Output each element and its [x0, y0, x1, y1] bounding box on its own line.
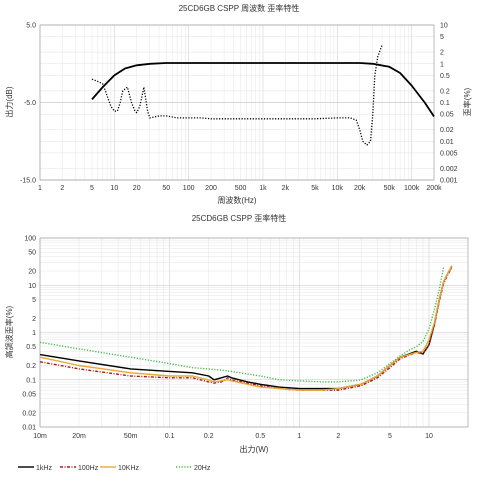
chart2-y-tick-label: 20 [28, 269, 36, 276]
chart1-x-tick-label: 20k [354, 185, 366, 192]
chart1-x-tick-label: 1k [259, 185, 267, 192]
chart1-series-group [91, 45, 435, 146]
chart1-x-tick-label: 20 [133, 185, 141, 192]
chart1-right-tick-label: 0.002 [440, 166, 458, 173]
chart1-right-tick-label: 5 [440, 34, 444, 41]
chart2-y-tick-label: 0.2 [26, 363, 36, 370]
chart2-legend: 1kHz 100Hz 10KHz 20Hz [18, 465, 211, 472]
chart2-x-tick-label: 0.2 [204, 433, 214, 440]
chart2-x-tick-label: 5 [388, 433, 392, 440]
chart2-grid [39, 237, 469, 428]
chart1-right-tick-label: 0.01 [440, 139, 454, 146]
chart1-x-tick-label: 10k [332, 185, 344, 192]
chart2-series-line-10khz [39, 265, 453, 391]
chart1-x-tick-label: 1 [38, 185, 42, 192]
chart1-x-tick-label: 100k [404, 185, 420, 192]
chart1-x-tick-label: 50 [162, 185, 170, 192]
chart1-right-tick-label: 0.1 [440, 100, 450, 107]
chart2-x-tick-label: 0.1 [165, 433, 175, 440]
chart2-y-tick-label: 0.1 [26, 377, 36, 384]
chart1-x-tick-label: 5 [90, 185, 94, 192]
chart2-y-tick-label: 10 [28, 283, 36, 290]
chart2-y-axis-label: 高調波歪率(%) [4, 305, 14, 358]
chart1-left-tick-label: -15.0 [20, 178, 36, 185]
chart1-title: 25CD6GB CSPP 周波数 歪率特性 [179, 3, 300, 13]
chart2-y-tick-label: 1 [32, 330, 36, 337]
chart1-x-tick-label: 2 [60, 185, 64, 192]
chart1-x-axis-label: 周波数(Hz) [217, 195, 256, 205]
chart1-x-tick-label: 500 [235, 185, 247, 192]
chart1-right-tick-labels: 10 5 2 1 0.5 0.2 0.1 0.05 0.02 0.01 0.005 0.002 0.00… [440, 23, 458, 185]
chart1-right-tick-label: 10 [440, 23, 448, 30]
chart1-distortion-line [91, 45, 383, 146]
chart1-right-tick-label: 0.02 [440, 127, 454, 134]
chart1-left-tick-labels: 5.0 -5.0 -15.0 [20, 23, 36, 185]
chart1-right-tick-label: 0.001 [440, 178, 458, 185]
chart2-legend-label: 1kHz [36, 465, 52, 472]
chart2-x-tick-label: 0.5 [255, 433, 265, 440]
chart1-right-axis-label: 歪率(%) [462, 87, 472, 116]
chart1-x-tick-label: 2k [282, 185, 290, 192]
chart2-y-tick-label: 0.05 [22, 391, 36, 398]
chart2-y-tick-label: 5 [32, 297, 36, 304]
chart1-x-tick-label: 100 [183, 185, 195, 192]
chart2-title: 25CD6GB CSPP 歪率特性 [192, 213, 287, 223]
chart2-y-tick-label: 100 [24, 236, 36, 243]
chart1-x-tick-label: 200k [426, 185, 442, 192]
chart1-response-line [91, 62, 435, 117]
chart1-right-tick-label: 2 [440, 50, 444, 57]
chart1-grid [39, 24, 435, 181]
chart2-y-tick-label: 2 [32, 316, 36, 323]
chart2-x-tick-label: 1 [297, 433, 301, 440]
chart1-right-tick-label: 0.5 [440, 73, 450, 80]
chart2-y-tick-labels: 100 50 20 10 5 2 1 0.5 0.2 0.1 0.05 0.02 0.01 [22, 236, 36, 432]
chart2-plot-frame [39, 237, 469, 428]
chart2-y-tick-label: 0.01 [22, 425, 36, 432]
chart2-x-tick-labels: 10m 20m 50m 0.1 0.2 0.5 1 2 5 10 [33, 433, 433, 440]
chart2-x-tick-label: 50m [124, 433, 138, 440]
frequency-distortion-chart: 25CD6GB CSPP 周波数 歪率特性 1 2 5 10 20 50 100 200 500… [4, 3, 472, 205]
chart2-y-tick-label: 50 [28, 250, 36, 257]
chart1-left-tick-label: -5.0 [24, 100, 36, 107]
chart2-x-tick-label: 10m [33, 433, 47, 440]
power-distortion-chart: 25CD6GB CSPP 歪率特性 10m 20m 50m 0.1 0.2 0.5 1 2 5 1… [4, 213, 469, 472]
chart2-x-tick-label: 20m [72, 433, 86, 440]
chart1-right-tick-label: 0.05 [440, 112, 454, 119]
chart2-series-group [39, 265, 453, 391]
chart1-right-tick-label: 1 [440, 61, 444, 68]
chart1-x-tick-label: 10 [110, 185, 118, 192]
chart1-x-tick-label: 200 [205, 185, 217, 192]
chart2-series-line-100hz [39, 266, 453, 391]
chart2-y-tick-label: 0.5 [26, 344, 36, 351]
chart1-left-axis-label: 出力(dB) [4, 86, 14, 117]
chart1-left-tick-label: 5.0 [26, 23, 36, 30]
chart2-x-axis-label: 出力(W) [240, 444, 269, 454]
chart2-legend-label: 10KHz [118, 465, 140, 472]
chart2-y-tick-label: 0.02 [22, 410, 36, 417]
chart1-x-tick-label: 5k [311, 185, 319, 192]
chart2-x-tick-label: 2 [336, 433, 340, 440]
chart1-x-tick-labels: 1 2 5 10 20 50 100 200 500 1k 2k 5k 10k 20k 50k 100k 200… [38, 185, 442, 192]
chart1-plot-frame [39, 24, 435, 181]
chart1-x-tick-label: 50k [384, 185, 396, 192]
chart1-right-tick-label: 0.005 [440, 150, 458, 157]
chart2-legend-label: 100Hz [78, 465, 99, 472]
chart2-legend-label: 20Hz [194, 465, 211, 472]
chart1-right-tick-label: 0.2 [440, 88, 450, 95]
chart2-x-tick-label: 10 [425, 433, 433, 440]
